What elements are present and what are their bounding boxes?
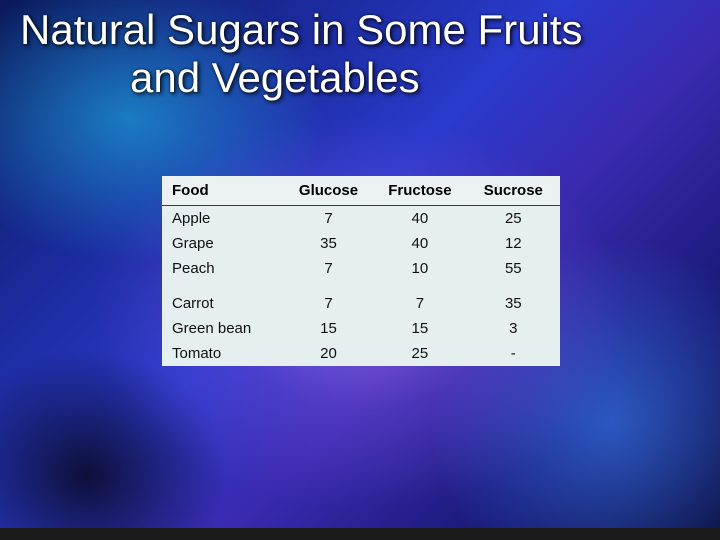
cell-fructose: 15 [373,316,466,341]
title-line-2: and Vegetables [20,54,700,102]
cell-fructose: 25 [373,341,466,366]
cell-sucrose: 25 [467,206,560,232]
cell-glucose: 35 [284,231,373,256]
cell-food: Tomato [162,341,284,366]
sugar-table-container: Food Glucose Fructose Sucrose Apple 7 40… [162,176,560,366]
table-row: Green bean 15 15 3 [162,316,560,341]
col-header-glucose: Glucose [284,176,373,206]
table-row: Tomato 20 25 - [162,341,560,366]
table-row: Apple 7 40 25 [162,206,560,232]
cell-fructose: 40 [373,206,466,232]
cell-sucrose: 35 [467,281,560,316]
col-header-food: Food [162,176,284,206]
cell-fructose: 40 [373,231,466,256]
cell-food: Carrot [162,281,284,316]
bottom-bar [0,528,720,540]
col-header-sucrose: Sucrose [467,176,560,206]
cell-sucrose: 55 [467,256,560,281]
col-header-fructose: Fructose [373,176,466,206]
slide-title: Natural Sugars in Some Fruits and Vegeta… [20,6,700,103]
cell-sucrose: - [467,341,560,366]
table-row: Grape 35 40 12 [162,231,560,256]
cell-glucose: 7 [284,256,373,281]
table-row: Carrot 7 7 35 [162,281,560,316]
sugar-table: Food Glucose Fructose Sucrose Apple 7 40… [162,176,560,366]
cell-glucose: 15 [284,316,373,341]
table-header-row: Food Glucose Fructose Sucrose [162,176,560,206]
cell-glucose: 20 [284,341,373,366]
cell-food: Apple [162,206,284,232]
cell-fructose: 10 [373,256,466,281]
table-row: Peach 7 10 55 [162,256,560,281]
cell-food: Grape [162,231,284,256]
cell-sucrose: 3 [467,316,560,341]
cell-food: Peach [162,256,284,281]
cell-glucose: 7 [284,206,373,232]
title-line-1: Natural Sugars in Some Fruits [20,6,583,53]
cell-glucose: 7 [284,281,373,316]
cell-food: Green bean [162,316,284,341]
cell-fructose: 7 [373,281,466,316]
cell-sucrose: 12 [467,231,560,256]
